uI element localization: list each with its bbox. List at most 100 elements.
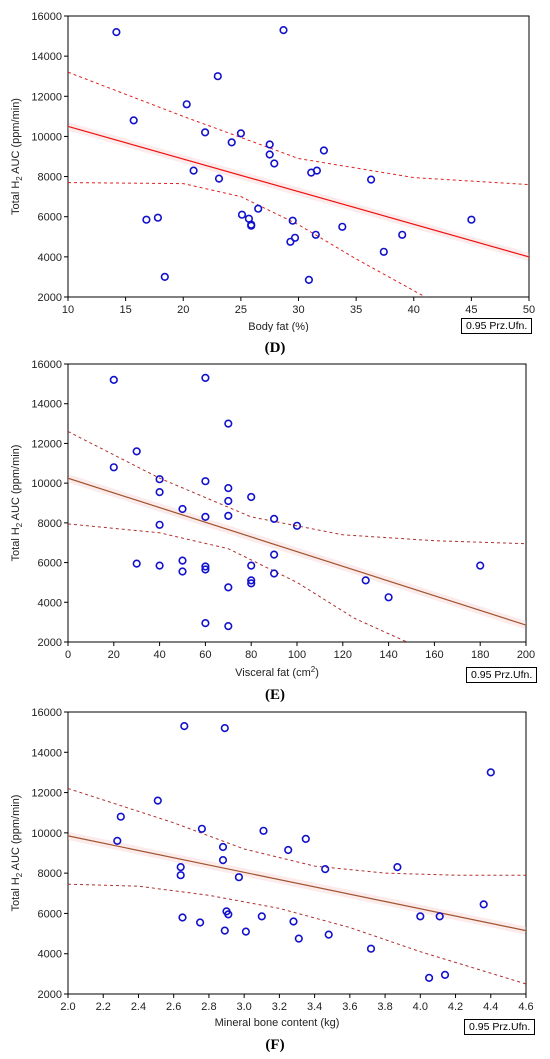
data-point [270, 569, 279, 578]
y-axis-label: Total H2 AUC (ppm/min) [10, 98, 24, 215]
x-tick-label: 100 [288, 649, 306, 661]
data-point [467, 215, 476, 224]
data-point [218, 842, 228, 852]
data-point [176, 863, 185, 872]
data-point [112, 27, 121, 37]
x-tick-label: 20 [108, 649, 120, 661]
data-point [259, 826, 268, 835]
data-point [476, 561, 485, 570]
y-tick-label: 10000 [31, 478, 62, 490]
x-tick-label: 2.0 [60, 1001, 75, 1013]
data-point [142, 215, 151, 224]
chart-panel-e: 2000 4000 6000 8000 10000 12000 14000 16000 0 20 4… [0, 352, 550, 704]
x-tick-label: 10 [62, 304, 74, 316]
y-tick-label: 10000 [31, 828, 62, 840]
scatter-plot-visceral-fat: 2000 4000 6000 8000 10000 12000 14000 16000 0 20 4… [10, 359, 535, 679]
data-point [247, 492, 256, 502]
confidence-legend: 0.95 Prz.Ufn. [461, 318, 533, 334]
data-point [178, 504, 187, 514]
x-tick-label: 45 [465, 304, 477, 316]
data-point [224, 910, 233, 919]
scatter-plot-body-fat: 2000 4000 6000 8000 10000 12000 14000 16000 10 15… [10, 11, 535, 332]
x-tick-label: 0 [65, 649, 71, 661]
data-point [201, 128, 210, 137]
y-tick-label: 10000 [31, 131, 62, 143]
scatter-plot-mineral-bone: 2000 4000 6000 8000 10000 12000 14000 16000 2.0 2… [10, 707, 534, 1029]
data-point [416, 912, 425, 921]
x-tick-label: 4.6 [518, 1001, 533, 1013]
data-point [213, 72, 222, 81]
data-point [361, 576, 370, 585]
data-point [247, 561, 256, 570]
y-tick-label: 2000 [38, 989, 62, 1001]
data-point [247, 576, 256, 585]
data-point [196, 918, 205, 927]
data-point [435, 912, 444, 921]
confidence-legend: 0.95 Prz.Ufn. [466, 667, 538, 683]
x-tick-label: 200 [517, 649, 535, 661]
data-point [479, 900, 488, 909]
data-point [155, 561, 164, 570]
data-point [197, 824, 206, 833]
confidence-upper-line [68, 788, 526, 876]
x-tick-label: 3.0 [237, 1001, 252, 1013]
y-tick-label: 6000 [38, 558, 62, 570]
y-tick-label: 4000 [38, 252, 62, 264]
data-point [366, 944, 376, 953]
data-point [182, 100, 191, 109]
x-tick-label: 60 [199, 649, 211, 661]
data-point [324, 930, 333, 939]
data-point [288, 216, 297, 225]
x-tick-label: 2.4 [131, 1001, 146, 1013]
data-point [109, 375, 118, 385]
confidence-lower-line [68, 523, 408, 642]
x-tick-label: 4.4 [483, 1001, 498, 1013]
data-point [321, 865, 330, 874]
data-point [220, 724, 229, 733]
data-point [116, 812, 125, 821]
regression-line [68, 125, 529, 258]
x-tick-label: 4.0 [413, 1001, 428, 1013]
y-tick-label: 8000 [38, 172, 62, 184]
data-point [241, 927, 250, 936]
data-point [257, 912, 266, 921]
confidence-legend: 0.95 Prz.Ufn. [464, 1019, 536, 1035]
y-tick-label: 2000 [38, 637, 62, 649]
x-tick-label: 140 [379, 649, 397, 661]
panel-label-f: (F) [265, 1037, 285, 1053]
x-axis-label: Body fat (%) [248, 321, 309, 332]
x-tick-label: 180 [471, 649, 489, 661]
data-point [224, 622, 233, 631]
y-tick-label: 12000 [31, 788, 62, 800]
plot-area [67, 15, 530, 298]
data-point [367, 175, 376, 184]
x-tick-label: 2.8 [201, 1001, 216, 1013]
x-tick-label: 40 [153, 649, 165, 661]
data-point [178, 913, 187, 922]
y-tick-label: 14000 [31, 399, 62, 411]
confidence-upper-line [68, 431, 526, 545]
x-tick-label: 30 [292, 304, 304, 316]
data-point [224, 511, 233, 520]
y-tick-label: 6000 [38, 908, 62, 920]
data-point [132, 447, 141, 456]
data-point [311, 230, 320, 239]
x-tick-label: 80 [245, 649, 257, 661]
data-point [393, 863, 402, 872]
data-point [292, 521, 302, 530]
data-point [224, 419, 233, 428]
data-point [312, 166, 322, 175]
x-tick-label: 25 [235, 304, 247, 316]
x-tick-label: 3.8 [377, 1001, 392, 1013]
y-tick-label: 2000 [38, 292, 62, 304]
data-point [178, 567, 187, 576]
chart-panel-d: 2000 4000 6000 8000 10000 12000 14000 16000 10 15… [0, 0, 550, 356]
data-point [304, 275, 314, 285]
data-point [155, 475, 164, 484]
data-point [155, 520, 164, 529]
data-point [201, 562, 210, 571]
confidence-upper-line [68, 71, 529, 186]
x-tick-label: 4.2 [448, 1001, 463, 1013]
y-tick-label: 16000 [31, 707, 62, 719]
data-point [113, 836, 122, 845]
